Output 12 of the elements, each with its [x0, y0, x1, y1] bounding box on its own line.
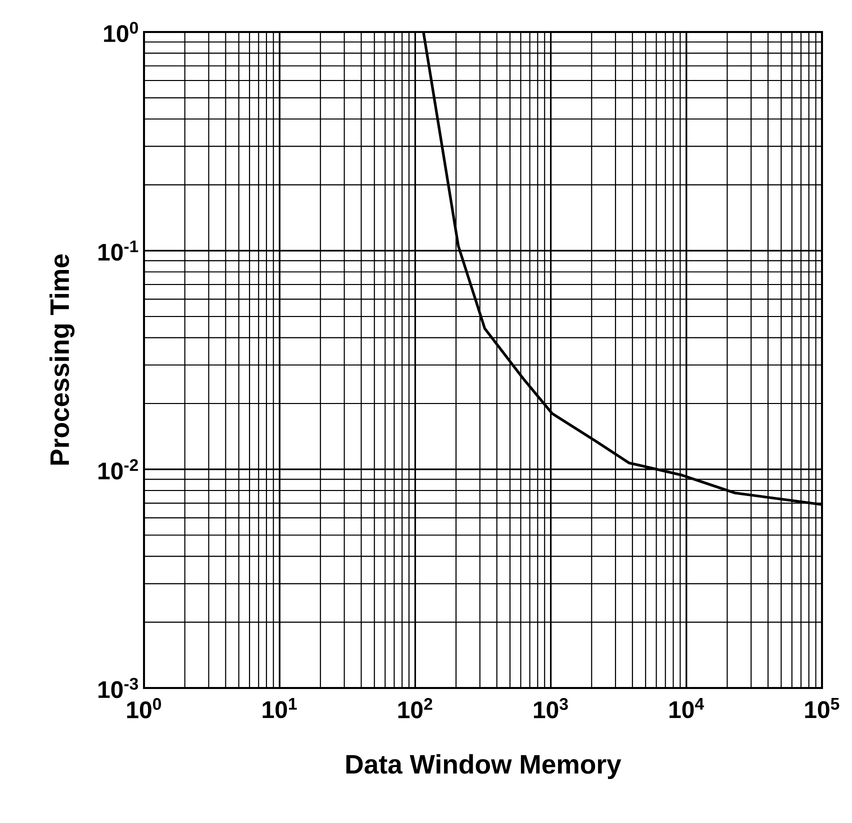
- x-tick-label: 10$^{2}$: [398, 698, 432, 718]
- y-tick-label: 10$^{-3}$: [98, 678, 138, 698]
- y-tick-label: 10$^{-1}$: [98, 240, 138, 261]
- x-tick-label: 10$^{3}$: [534, 698, 568, 718]
- x-tick-label: 10$^{4}$: [670, 698, 704, 718]
- y-tick-label: 10$^{-2}$: [98, 459, 138, 480]
- y-tick-label: 10$^{0}$: [104, 22, 138, 42]
- x-tick-label: 10$^{0}$: [127, 698, 162, 718]
- x-axis-title: Data Window Memory: [346, 754, 622, 780]
- x-tick-label: 10$^{5}$: [805, 698, 840, 718]
- x-tick-label: 10$^{1}$: [262, 698, 297, 718]
- y-axis-title: Processing Time: [50, 254, 75, 465]
